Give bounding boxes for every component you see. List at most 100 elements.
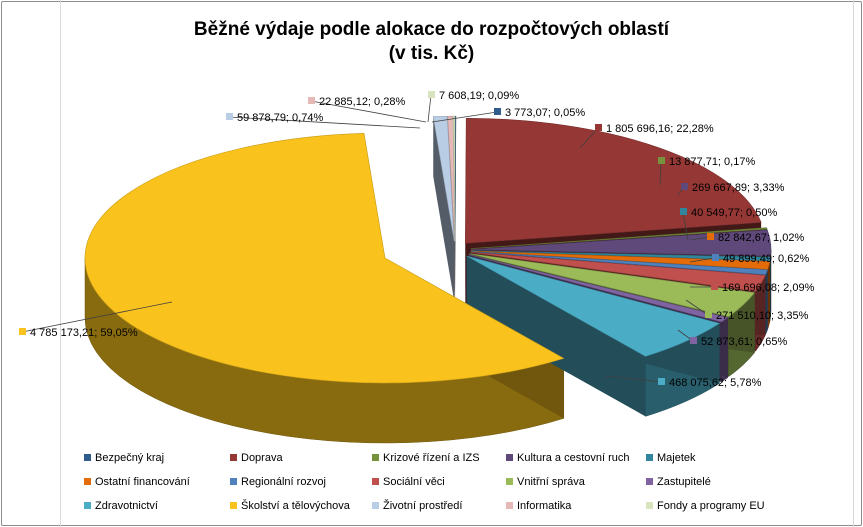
pie-slice: [84, 132, 565, 384]
data-labels: 3 773,07; 0,05% 1 805 696,16; 22,28% 13 87…: [19, 90, 815, 389]
chart-title-line1: Běžné výdaje podle alokace do rozpočtový…: [193, 19, 670, 40]
leader-line: [682, 211, 689, 241]
legend-label: Kultura a cestovní ruch: [517, 452, 630, 464]
pie-slice: [470, 250, 771, 262]
leader-line: [689, 236, 711, 241]
leader-line: [689, 257, 716, 263]
leader-line: [659, 160, 662, 186]
pie-slice: [470, 251, 768, 275]
leader-line: [310, 100, 427, 123]
pie-slice: [470, 250, 771, 270]
legend-label: Informatika: [517, 500, 572, 512]
legend-item: Ostatní financování: [84, 474, 190, 490]
pie-slice: [470, 229, 772, 257]
pie-slice: [470, 227, 768, 249]
label-swatch: [595, 124, 602, 131]
label-swatch: [711, 283, 718, 290]
label-swatch: [658, 378, 665, 385]
sheet-gridline: [853, 0, 854, 527]
legend-item: Životní prostředí: [372, 498, 462, 514]
pie-slice-face: [433, 116, 455, 302]
legend-label: Bezpečný kraj: [95, 452, 165, 464]
pie-slice: [432, 115, 455, 242]
sheet-gridline: [60, 0, 61, 527]
legend-item: Zastupitelé: [646, 474, 711, 490]
legend-label: Krizové řízení a IZS: [383, 452, 480, 464]
chart-title-line2: (v tis. Kč): [388, 43, 475, 64]
pie-slice: [465, 117, 762, 244]
label-swatch: [226, 113, 233, 120]
legend-item: Zdravotnictví: [84, 498, 158, 514]
legend-item: Fondy a programy EU: [646, 498, 765, 514]
data-label: 49 899,49; 0,62%: [723, 253, 809, 265]
label-swatch: [308, 97, 315, 104]
legend-item: Regionální rozvoj: [230, 474, 326, 490]
legend-swatch: [372, 502, 379, 509]
legend-item: Krizové řízení a IZS: [372, 450, 480, 466]
legend-item: Vnitřní správa: [506, 474, 585, 490]
data-label: 13 877,71; 0,17%: [669, 156, 755, 168]
label-swatch: [712, 254, 719, 261]
legend-label: Majetek: [657, 452, 696, 464]
data-label: 271 510,10; 3,35%: [716, 310, 809, 322]
data-label: 1 805 696,16; 22,28%: [606, 123, 714, 135]
legend-label: Doprava: [241, 452, 283, 464]
label-swatch: [658, 157, 665, 164]
data-label: 169 696,08; 2,09%: [722, 282, 815, 294]
legend-swatch: [230, 502, 237, 509]
legend-swatch: [506, 478, 513, 485]
legend-swatch: [230, 454, 237, 461]
legend-label: Vnitřní správa: [517, 476, 585, 488]
legend-label: Sociální věci: [383, 476, 445, 488]
legend-item: Majetek: [646, 450, 696, 466]
legend-item: Kultura a cestovní ruch: [506, 450, 630, 466]
leader-line: [21, 301, 173, 333]
legend-item: Školství a tělovýchova: [230, 498, 350, 514]
data-label: 22 885,12; 0,28%: [319, 96, 405, 108]
pie-slice-face: [466, 256, 646, 417]
data-label: 468 075,62; 5,78%: [669, 377, 762, 389]
legend-swatch: [506, 454, 513, 461]
legend-label: Školství a tělovýchova: [241, 500, 350, 512]
legend-swatch: [84, 502, 91, 509]
legend-item: Sociální věci: [372, 474, 445, 490]
label-swatch: [705, 311, 712, 318]
chart-legend: Bezpečný kraj Doprava Krizové řízení a IZS…: [84, 446, 804, 522]
data-label: 40 549,77; 0,50%: [691, 207, 777, 219]
legend-label: Ostatní financování: [95, 476, 190, 488]
legend-label: Regionální rozvoj: [241, 476, 326, 488]
data-label: 4 785 173,21; 59,05%: [30, 327, 138, 339]
label-swatch: [681, 183, 688, 190]
legend-swatch: [506, 502, 513, 509]
legend-label: Fondy a programy EU: [657, 500, 765, 512]
legend-swatch: [84, 454, 91, 461]
data-label: 59 878,79; 0,74%: [237, 112, 323, 124]
label-swatch: [690, 337, 697, 344]
legend-swatch: [230, 478, 237, 485]
legend-swatch: [646, 478, 653, 485]
legend-label: Životní prostředí: [383, 500, 463, 512]
legend-swatch: [646, 502, 653, 509]
chart-title: Běžné výdaje podle alokace do rozpočtový…: [0, 18, 863, 66]
pie-tops: [84, 115, 772, 384]
label-swatch: [428, 91, 435, 98]
pie-slice: [470, 251, 766, 292]
leader-line: [604, 375, 662, 383]
legend-item: Doprava: [230, 450, 283, 466]
data-label: 52 873,61; 0,65%: [701, 336, 787, 348]
leader-line: [427, 94, 432, 123]
leader-line: [579, 127, 599, 149]
label-swatch: [19, 328, 26, 335]
legend-swatch: [646, 454, 653, 461]
legend-swatch: [84, 478, 91, 485]
leader-line: [431, 111, 498, 123]
label-swatch: [494, 108, 501, 115]
legend-item: Informatika: [506, 498, 571, 514]
label-swatch: [707, 233, 714, 240]
data-label: 7 608,19; 0,09%: [439, 90, 519, 102]
data-label: 3 773,07; 0,05%: [505, 107, 585, 119]
data-label: 82 842,67; 1,02%: [718, 232, 804, 244]
legend-swatch: [372, 478, 379, 485]
legend-label: Zdravotnictví: [95, 500, 158, 512]
